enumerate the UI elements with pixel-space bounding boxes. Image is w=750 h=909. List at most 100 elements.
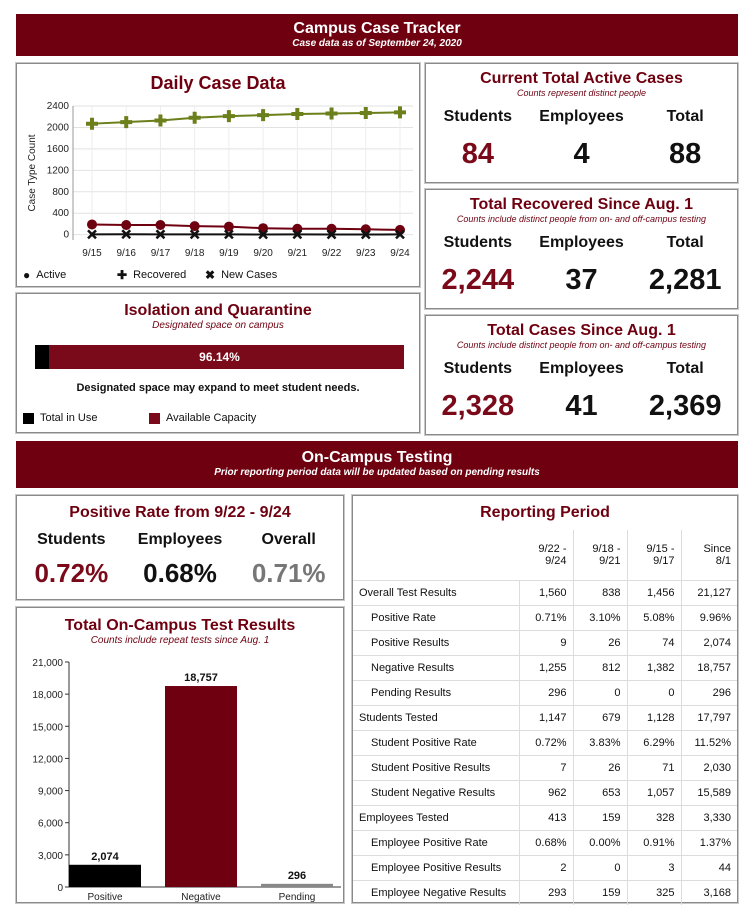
table-cell: 159	[573, 879, 628, 905]
recovered-point	[86, 117, 98, 130]
active-total-value: 88	[669, 138, 702, 170]
table-cell: 325	[627, 879, 682, 905]
table-cell: 26	[573, 629, 628, 655]
bar-pending	[261, 883, 333, 887]
total-label: Total	[666, 360, 704, 377]
legend-active: ● Active	[23, 268, 66, 282]
table-row: Positive Rate 0.71% 3.10% 5.08% 9.96%	[353, 604, 737, 630]
table-row: Student Positive Rate 0.72% 3.83% 6.29% 11.5…	[353, 729, 737, 755]
table-cell: 812	[573, 654, 628, 680]
table-cell: 1,147	[519, 704, 574, 730]
employees-label: Employees	[137, 531, 223, 548]
recovered-point	[394, 106, 406, 119]
table-cell: 0.71%	[519, 604, 574, 630]
row-label: Employee Negative Results	[353, 879, 520, 905]
row-label: Pending Results	[353, 679, 520, 705]
new-case-point	[155, 229, 166, 240]
available-swatch	[149, 412, 160, 424]
table-cell: 44	[681, 854, 737, 880]
active-cases-panel: Current Total Active Cases Counts repres…	[425, 63, 738, 183]
total-employees-value: 41	[565, 390, 598, 422]
recovered-title: Total Recovered Since Aug. 1	[469, 196, 694, 213]
table-cell: 0	[573, 679, 628, 705]
new-cases-legend-icon: ✖	[205, 268, 216, 282]
table-cell: 1,057	[627, 779, 682, 805]
y-tick-label: 2400	[47, 101, 70, 112]
y-tick-label: 21,000	[32, 658, 63, 669]
page-title: Campus Case Tracker	[293, 20, 461, 37]
active-point	[189, 221, 200, 232]
table-cell: 3.10%	[573, 604, 628, 630]
column-header: 9/18 - 9/21	[573, 530, 628, 580]
active-cases-note: Counts represent distinct people	[516, 88, 647, 98]
students-label: Students	[37, 531, 106, 548]
table-cell: 5.08%	[627, 604, 682, 630]
legend-new-cases-label: New Cases	[221, 269, 278, 281]
x-tick-label: 9/15	[82, 248, 102, 259]
recovered-students-value: 2,244	[441, 264, 515, 296]
bar-value-label: 296	[288, 870, 306, 882]
table-cell: 0.91%	[627, 829, 682, 855]
bar-negative	[165, 686, 237, 887]
table-cell: 653	[573, 779, 628, 805]
recovered-point	[325, 107, 338, 120]
legend-in-use: Total in Use	[23, 412, 97, 424]
x-tick-label: 9/17	[151, 248, 171, 259]
employees-rate-value: 0.68%	[143, 558, 217, 588]
total-cases-title: Total Cases Since Aug. 1	[487, 322, 676, 339]
total-cases-note: Counts include distinct people from on- …	[456, 340, 707, 350]
test-results-chart: 0 3,000 6,000 9,000 12,000 15,000 18,000 21,000…	[32, 658, 341, 902]
row-label: Overall Test Results	[353, 579, 520, 605]
recovered-point	[291, 108, 304, 121]
students-label: Students	[443, 108, 513, 125]
row-label: Students Tested	[353, 704, 520, 730]
reporting-period-title: Reporting Period	[480, 504, 610, 521]
active-cases-title: Current Total Active Cases	[480, 70, 683, 87]
employees-label: Employees	[539, 108, 624, 125]
students-rate-value: 0.72%	[34, 558, 109, 588]
y-tick-label: 1600	[47, 144, 70, 155]
x-tick-label: 9/24	[390, 248, 410, 259]
active-cases-headers: Students Employees Total	[426, 108, 737, 126]
new-case-point	[326, 229, 337, 240]
isolation-message: Designated space may expand to meet stud…	[76, 382, 360, 394]
table-cell: 26	[573, 754, 628, 780]
table-cell: 296	[519, 679, 574, 705]
bar-value-label: 18,757	[184, 672, 218, 684]
x-tick-label: 9/23	[356, 248, 376, 259]
table-cell: 3	[627, 854, 682, 880]
table-cell: 0	[573, 854, 628, 880]
overall-label: Overall	[261, 531, 316, 548]
capacity-bar: 96.14%	[35, 345, 404, 369]
y-tick-label: 15,000	[32, 722, 63, 733]
active-employees-value: 4	[573, 138, 590, 170]
table-cell: 1,128	[627, 704, 682, 730]
recovered-point	[154, 114, 167, 127]
recovered-values: 2,244 37 2,281	[426, 264, 737, 297]
legend-active-label: Active	[36, 269, 67, 281]
test-results-note: Counts include repeat tests since Aug. 1	[90, 635, 270, 646]
bar-value-label: 2,074	[91, 851, 119, 863]
bar-positive	[69, 864, 141, 887]
table-cell: 2,030	[681, 754, 737, 780]
table-cell: 11.52%	[681, 729, 737, 755]
new-case-point	[224, 229, 234, 240]
table-row: Student Positive Results 7 26 71 2,030	[353, 754, 737, 780]
y-axis-label: Case Type Count	[27, 134, 38, 211]
column-header: Since 8/1	[703, 542, 731, 567]
overall-rate-value: 0.71%	[251, 558, 326, 588]
table-header-blank	[353, 530, 519, 580]
legend-available-label: Available Capacity	[166, 412, 257, 424]
new-case-point	[360, 229, 371, 240]
recovered-point	[188, 111, 201, 124]
table-cell: 293	[519, 879, 574, 905]
table-cell: 962	[519, 779, 574, 805]
tracker-banner: Campus Case Tracker Case data as of Sept…	[16, 14, 738, 56]
legend-new-cases: ✖ New Cases	[205, 268, 277, 282]
row-label: Employees Tested	[353, 804, 520, 830]
active-cases-values: 84 4 88	[426, 138, 737, 171]
x-tick-label: 9/18	[185, 248, 205, 259]
x-tick-label: Pending	[279, 892, 316, 902]
y-tick-label: 9,000	[38, 787, 63, 798]
table-cell: 679	[573, 704, 628, 730]
